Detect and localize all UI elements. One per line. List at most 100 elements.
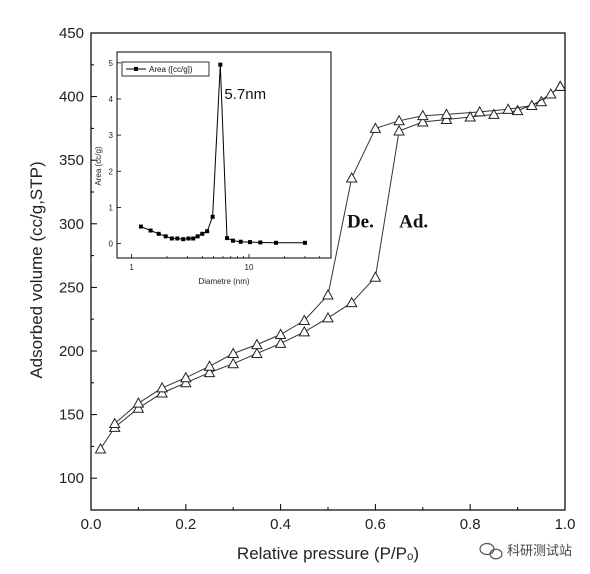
inset-square-point [302, 240, 307, 245]
main-triangle-point [156, 386, 168, 398]
inset-square-point [258, 240, 263, 245]
main-triangle-point [251, 347, 263, 359]
main-x-tick-label: 0.0 [81, 516, 102, 533]
watermark-text: 科研测试站 [507, 544, 572, 559]
main-triangle-point [274, 328, 287, 339]
main-triangle-point [322, 289, 334, 300]
main-triangle-point [502, 103, 514, 114]
inset-legend-label: Area ([cc/g]) [149, 65, 193, 74]
main-y-tick-label: 300 [59, 216, 84, 233]
inset-square-point [205, 229, 210, 234]
inset-square-point [181, 237, 186, 242]
main-y-axis: 100 150 200 250 300 350 400 450 [59, 25, 97, 511]
main-y-tick-label: 450 [59, 25, 84, 42]
inset-square-point [200, 231, 205, 236]
main-triangle-point [274, 337, 287, 348]
inset-legend: Area ([cc/g]) [121, 61, 210, 77]
main-triangle-point [416, 116, 429, 127]
main-x-tick-label: 0.6 [365, 516, 386, 533]
main-y-tick-label: 250 [59, 279, 84, 296]
main-triangle-point [488, 108, 500, 119]
inset-square-point [274, 240, 279, 245]
main-triangle-point [393, 124, 405, 136]
inset-square-point [138, 224, 143, 229]
main-triangle-point [108, 417, 121, 429]
main-y-axis-title: Adsorbed volume (cc/g,STP) [27, 161, 46, 378]
main-y-tick-label: 100 [59, 470, 84, 487]
main-triangle-point [440, 113, 453, 124]
inset-y-tick-label: 3 [109, 131, 114, 140]
main-triangle-point [416, 109, 429, 121]
inset-y-tick-label: 4 [109, 95, 114, 104]
main-y-tick-label: 400 [59, 89, 84, 106]
watermark: 科研测试站 [479, 542, 572, 560]
inset-square-point [210, 214, 215, 219]
inset-square-point [148, 228, 153, 233]
main-triangle-point [525, 99, 538, 111]
main-triangle-point [203, 360, 216, 371]
main-triangle-point [369, 122, 382, 133]
inset-square-point [191, 236, 196, 241]
main-triangle-point [322, 311, 334, 323]
main-triangle-point [179, 371, 192, 383]
peak-annotation: 5.7nm [224, 86, 266, 103]
main-triangle-point [132, 397, 145, 408]
main-triangle-point [203, 366, 216, 378]
wechat-bubble-icon [479, 542, 503, 560]
main-x-tick-label: 0.2 [175, 516, 196, 533]
inset-square-point [186, 236, 191, 241]
main-x-axis-title: Relative pressure (P/Pₒ) [237, 544, 419, 563]
main-triangle-point [345, 296, 358, 308]
main-triangle-point [298, 325, 311, 337]
inset-square-point [218, 62, 223, 67]
main-triangle-point [94, 442, 107, 454]
inset-square-point [175, 236, 180, 241]
inset-y-tick-label: 5 [109, 59, 114, 68]
inset-x-axis: 1 10 [129, 254, 320, 272]
main-triangle-point [345, 171, 358, 183]
main-triangle-point [227, 347, 240, 359]
main-y-tick-label: 350 [59, 152, 84, 169]
main-triangle-point [511, 104, 524, 116]
main-triangle-point [156, 381, 168, 393]
main-x-tick-label: 0.4 [270, 516, 291, 533]
inset-square-point [225, 236, 230, 241]
inset-x-tick-label: 10 [245, 263, 254, 272]
inset-y-axis: 0 1 2 3 4 5 [109, 59, 121, 249]
inset-square-point [247, 240, 252, 245]
main-triangle-point [298, 314, 311, 325]
main-x-axis: 0.0 0.2 0.4 0.6 0.8 1.0 [81, 504, 576, 533]
main-triangle-point [554, 80, 567, 91]
main-triangle-point [227, 357, 240, 369]
inset-x-axis-title: Diametre (nm) [198, 277, 249, 286]
main-y-tick-label: 150 [59, 407, 84, 424]
main-triangle-point [179, 376, 192, 388]
inset-square-point [156, 231, 161, 236]
inset-y-axis-title: Area (cc/g) [94, 146, 103, 185]
inset-square-point [195, 234, 200, 239]
main-series-group [94, 80, 567, 454]
main-triangle-point [544, 88, 557, 99]
main-x-tick-label: 0.8 [460, 516, 481, 533]
main-triangle-point [251, 338, 263, 350]
inset-square-point [169, 236, 174, 241]
inset-y-tick-label: 0 [109, 240, 114, 249]
desorption-annotation: De. [347, 212, 374, 233]
inset-legend-marker [134, 67, 138, 71]
inset-square-point [163, 234, 168, 239]
main-triangle-point [369, 271, 382, 282]
adsorption-annotation: Ad. [399, 212, 428, 233]
main-triangle-point [132, 402, 145, 413]
inset-series-group [138, 62, 307, 245]
main-y-tick-label: 200 [59, 343, 84, 360]
main-triangle-point [440, 108, 453, 119]
main-series-line-1 [114, 86, 561, 424]
inset-y-tick-label: 1 [109, 203, 114, 212]
inset-x-tick-label: 1 [129, 263, 134, 272]
inset-legend-box [121, 61, 210, 77]
inset-square-point [238, 239, 243, 244]
main-triangle-point [473, 105, 486, 117]
main-triangle-point [393, 114, 405, 126]
main-x-tick-label: 1.0 [555, 516, 576, 533]
